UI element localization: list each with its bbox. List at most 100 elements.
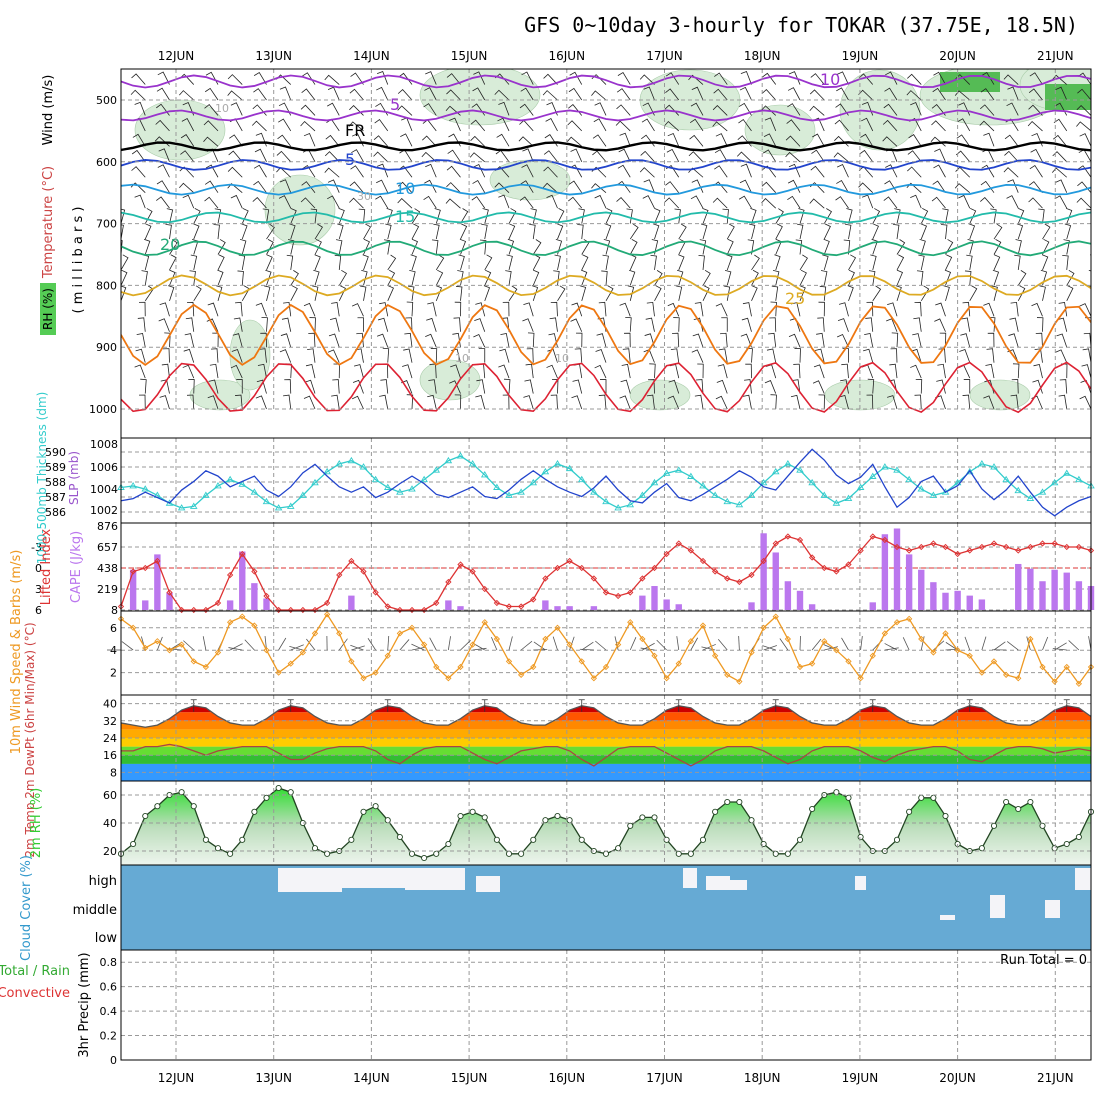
- wind-barb: [992, 269, 1000, 286]
- rh-line-point: [699, 836, 707, 843]
- wind-barb: [986, 348, 995, 363]
- wind-barb: [324, 151, 340, 163]
- rh-line-point: [627, 822, 634, 829]
- cloud-gap: [278, 868, 342, 892]
- lifted-index-line-point: [445, 578, 452, 586]
- wind-barb: [399, 149, 413, 163]
- wind-barb: [387, 254, 397, 271]
- wind-barb: [255, 132, 267, 147]
- wind-barb: [356, 332, 364, 348]
- wind-barb: [290, 208, 297, 224]
- wind-barb: [920, 223, 928, 240]
- thickness-line-point: [238, 480, 247, 487]
- wind-barb: [1052, 151, 1068, 163]
- wind-barb: [795, 239, 803, 255]
- wind-barb: [870, 254, 877, 271]
- wind-barb: [185, 317, 195, 332]
- wind-barb: [520, 180, 534, 193]
- wind-barb: [1028, 104, 1043, 116]
- wind-barb: [619, 132, 631, 147]
- wind-barb: [785, 151, 801, 163]
- rh-shading-high: [1045, 84, 1091, 110]
- minmax-bar: [675, 699, 682, 712]
- wind-barb: [503, 378, 511, 394]
- thickness-line-point: [965, 467, 974, 475]
- minmax-bar: [869, 699, 876, 712]
- temp-band: [121, 729, 1091, 738]
- cloud-level-label: high: [89, 874, 117, 889]
- wind-barb: [598, 394, 607, 410]
- wind-barb: [786, 119, 801, 132]
- wind-barb: [980, 197, 995, 209]
- wind-barb: [665, 72, 680, 85]
- wind-barb: [387, 269, 396, 286]
- rh-line-point: [1075, 833, 1082, 841]
- wind-barb: [882, 119, 898, 132]
- wind-barb: [861, 194, 874, 209]
- pressure-tick: 800: [96, 279, 117, 292]
- wind-barb: [235, 301, 243, 317]
- lifted-index-line-point: [239, 550, 246, 558]
- thickness-line-point: [723, 497, 732, 505]
- wind-barb: [859, 149, 874, 163]
- wind-barb: [230, 102, 243, 116]
- wind-barb: [981, 72, 995, 85]
- wind-barb: [799, 269, 807, 286]
- lifted-index-line-point: [930, 540, 937, 547]
- bottom-date-axis: 12JUN 13JUN 14JUN 15JUN 16JUN 17JUN 18JUN 19JUN…: [158, 1071, 1074, 1085]
- wind-barb: [884, 87, 898, 101]
- wind-barb: [204, 87, 219, 101]
- wind-barb: [761, 198, 777, 209]
- wind-barb: [616, 197, 631, 209]
- wind-barb: [495, 149, 510, 163]
- wind-barb: [214, 208, 222, 224]
- cape-bar: [978, 599, 986, 610]
- lifted-index-line-point: [760, 557, 767, 565]
- wind-barb: [1007, 86, 1019, 101]
- surface-wind-barb: [1052, 648, 1067, 651]
- wind-barb: [702, 285, 710, 302]
- wind-speed-line-point: [384, 652, 391, 659]
- wind-barb: [620, 379, 631, 394]
- surface-wind-barb: [933, 640, 945, 651]
- wind-barb: [302, 164, 316, 178]
- slp-tick: 1006: [90, 461, 118, 474]
- thickness-line-point: [553, 460, 562, 467]
- wind-barb: [956, 134, 971, 147]
- rh-line-point: [639, 814, 646, 821]
- wind-barb: [448, 133, 461, 147]
- lifted-index-line-point: [263, 592, 270, 600]
- surface-wind-barb: [460, 639, 471, 651]
- wind-barb: [121, 207, 122, 209]
- wind-barb: [694, 302, 704, 317]
- lifted-index-line-point: [905, 547, 913, 554]
- wind-barb: [502, 394, 510, 410]
- wind-barb: [581, 269, 588, 286]
- wind-barb: [592, 134, 607, 147]
- wind-barb: [557, 223, 564, 240]
- cape-bar: [772, 552, 779, 610]
- wind-barb: [887, 395, 898, 410]
- wind-barb: [338, 208, 345, 224]
- wind-barb: [629, 269, 636, 286]
- wind-barb: [359, 285, 367, 301]
- surface-wind-barb: [399, 639, 410, 651]
- wind-barb: [402, 364, 413, 379]
- wind-barb: [836, 180, 849, 193]
- wind-barb: [1031, 132, 1043, 147]
- rh-line-point: [433, 850, 440, 857]
- wind-barb: [376, 163, 389, 178]
- wind-barb: [1066, 285, 1074, 302]
- wind-barb: [121, 83, 122, 85]
- cloud-gap: [855, 876, 866, 890]
- wind-barb: [668, 379, 680, 394]
- rh-line-point: [445, 840, 452, 848]
- wind-barb: [287, 239, 295, 255]
- wind-barb: [954, 90, 971, 101]
- lifted-index-line-point: [748, 571, 755, 579]
- wind-barb: [916, 270, 924, 286]
- wind-barb: [792, 379, 801, 394]
- temp-tick: 32: [103, 715, 117, 728]
- wind-speed-line-point: [396, 630, 404, 637]
